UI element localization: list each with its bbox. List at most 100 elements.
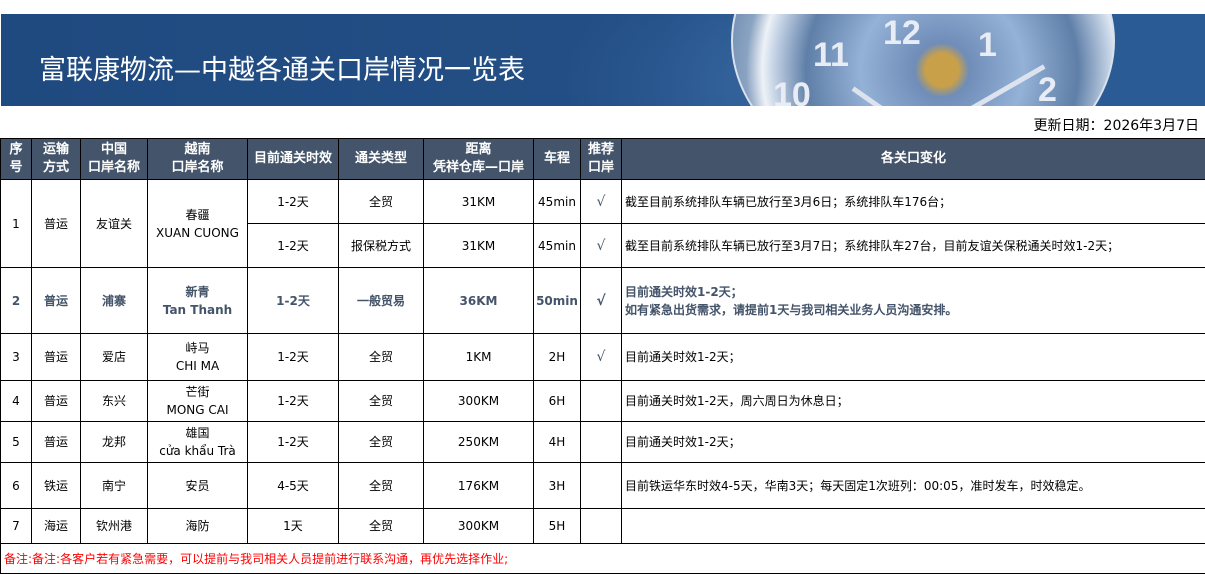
drive-cell: 50min <box>534 268 581 334</box>
vn-port-cn: 雄国 <box>185 426 209 440</box>
recommend-cell <box>581 381 622 422</box>
cn-port-cell: 东兴 <box>81 381 148 422</box>
clock-number: 1 <box>978 26 997 65</box>
drive-cell: 45min <box>534 180 581 224</box>
col-mode: 运输方式 <box>32 139 81 180</box>
distance-cell: 1KM <box>424 334 534 381</box>
seq-cell: 3 <box>1 334 32 381</box>
col-seq: 序号 <box>1 139 32 180</box>
mode-cell: 普运 <box>32 268 81 334</box>
cn-port-cell: 友谊关 <box>81 180 148 268</box>
seq-cell: 5 <box>1 422 32 463</box>
clock-number: 2 <box>1038 71 1057 106</box>
change-cell: 目前通关时效1-2天； <box>622 422 1205 463</box>
banner: 富联康物流—中越各通关口岸情况一览表 12 11 10 9 1 2 <box>1 14 1205 106</box>
drive-cell: 4H <box>534 422 581 463</box>
check-icon: √ <box>597 238 606 254</box>
seq-cell: 6 <box>1 463 32 509</box>
col-drive: 车程 <box>534 139 581 180</box>
distance-cell: 31KM <box>424 180 534 224</box>
recommend-cell <box>581 463 622 509</box>
vn-port-en: Tan Thanh <box>163 303 232 317</box>
type-cell: 全贸 <box>339 381 424 422</box>
change-line: 截至目前系统排队车辆已放行至3月7日；系统排队车27台，目前友谊关保税通关时效1… <box>625 239 1119 253</box>
vn-port-cell: 安员 <box>148 463 248 509</box>
time-cell: 1-2天 <box>248 422 339 463</box>
vn-port-cn: 海防 <box>185 519 209 533</box>
mode-cell: 海运 <box>32 509 81 544</box>
vn-port-en: CHI MA <box>176 359 219 373</box>
col-cn-port: 中国口岸名称 <box>81 139 148 180</box>
distance-cell: 176KM <box>424 463 534 509</box>
time-cell: 1-2天 <box>248 268 339 334</box>
type-cell: 全贸 <box>339 180 424 224</box>
change-cell: 截至目前系统排队车辆已放行至3月6日；系统排队车176台； <box>622 180 1205 224</box>
distance-cell: 300KM <box>424 509 534 544</box>
clock-image: 12 11 10 9 1 2 <box>731 14 1115 106</box>
type-cell: 全贸 <box>339 509 424 544</box>
change-line: 截至目前系统排队车辆已放行至3月6日；系统排队车176台； <box>625 195 951 209</box>
mode-cell: 普运 <box>32 334 81 381</box>
drive-cell: 3H <box>534 463 581 509</box>
change-line: 目前铁运华东时效4-5天，华南3天；每天固定1次班列：00:05，准时发车，时效… <box>625 479 1090 493</box>
vn-port-cn: 峙马 <box>185 341 209 355</box>
vn-port-cn: 春疆 <box>185 208 209 222</box>
mode-cell: 铁运 <box>32 463 81 509</box>
note-row: 备注:备注:各客户若有紧急需要，可以提前与我司相关人员提前进行联系沟通，再优先选… <box>1 544 1205 574</box>
change-cell: 目前通关时效1-2天，周六周日为休息日； <box>622 381 1205 422</box>
seq-cell: 1 <box>1 180 32 268</box>
mode-cell: 普运 <box>32 381 81 422</box>
clock-number: 10 <box>773 76 811 106</box>
header-row: 序号 运输方式 中国口岸名称 越南口岸名称 目前通关时效 通关类型 距离凭祥仓库… <box>1 139 1205 180</box>
time-cell: 1-2天 <box>248 334 339 381</box>
col-recommend-label: 推荐口岸 <box>588 141 615 177</box>
type-cell: 全贸 <box>339 422 424 463</box>
type-cell: 全贸 <box>339 334 424 381</box>
clock-hand <box>852 86 961 106</box>
col-time: 目前通关时效 <box>248 139 339 180</box>
check-icon: √ <box>597 194 606 210</box>
clock-number: 11 <box>813 36 849 75</box>
drive-cell: 6H <box>534 381 581 422</box>
change-cell: 目前通关时效1-2天；如有紧急出货需求，请提前1天与我司相关业务人员沟通安排。 <box>622 268 1205 334</box>
cn-port-cell: 龙邦 <box>81 422 148 463</box>
vn-port-cn: 安员 <box>185 479 209 493</box>
vn-port-cell: 雄国 cửa khẩu Trà <box>148 422 248 463</box>
cn-port-cell: 钦州港 <box>81 509 148 544</box>
change-line: 目前通关时效1-2天，周六周日为休息日； <box>625 394 849 408</box>
change-cell: 目前铁运华东时效4-5天，华南3天；每天固定1次班列：00:05，准时发车，时效… <box>622 463 1205 509</box>
recommend-cell <box>581 509 622 544</box>
distance-cell: 36KM <box>424 268 534 334</box>
mode-cell: 普运 <box>32 422 81 463</box>
recommend-cell: √ <box>581 268 622 334</box>
col-type: 通关类型 <box>339 139 424 180</box>
time-cell: 4-5天 <box>248 463 339 509</box>
time-cell: 1-2天 <box>248 180 339 224</box>
cn-port-cell: 南宁 <box>81 463 148 509</box>
check-icon: √ <box>597 349 606 365</box>
mode-cell: 普运 <box>32 180 81 268</box>
note-text: 备注:备注:各客户若有紧急需要，可以提前与我司相关人员提前进行联系沟通，再优先选… <box>1 544 1205 574</box>
type-cell: 全贸 <box>339 463 424 509</box>
seq-cell: 2 <box>1 268 32 334</box>
vn-port-cn: 新青 <box>185 285 209 299</box>
cn-port-cell: 浦寨 <box>81 268 148 334</box>
port-status-table: 序号 运输方式 中国口岸名称 越南口岸名称 目前通关时效 通关类型 距离凭祥仓库… <box>0 138 1205 574</box>
col-mode-label: 运输方式 <box>43 141 70 177</box>
update-date: 更新日期：2026年3月7日 <box>1034 115 1199 135</box>
vn-port-cell: 海防 <box>148 509 248 544</box>
change-cell: 截至目前系统排队车辆已放行至3月7日；系统排队车27台，目前友谊关保税通关时效1… <box>622 224 1205 268</box>
vn-port-en: MONG CAI <box>166 403 228 417</box>
change-line: 如有紧急出货需求，请提前1天与我司相关业务人员沟通安排。 <box>625 303 957 317</box>
recommend-cell: √ <box>581 180 622 224</box>
vn-port-en: cửa khẩu Trà <box>159 444 236 458</box>
clock-number: 12 <box>883 14 921 53</box>
col-distance: 距离凭祥仓库—口岸 <box>424 139 534 180</box>
drive-cell: 5H <box>534 509 581 544</box>
